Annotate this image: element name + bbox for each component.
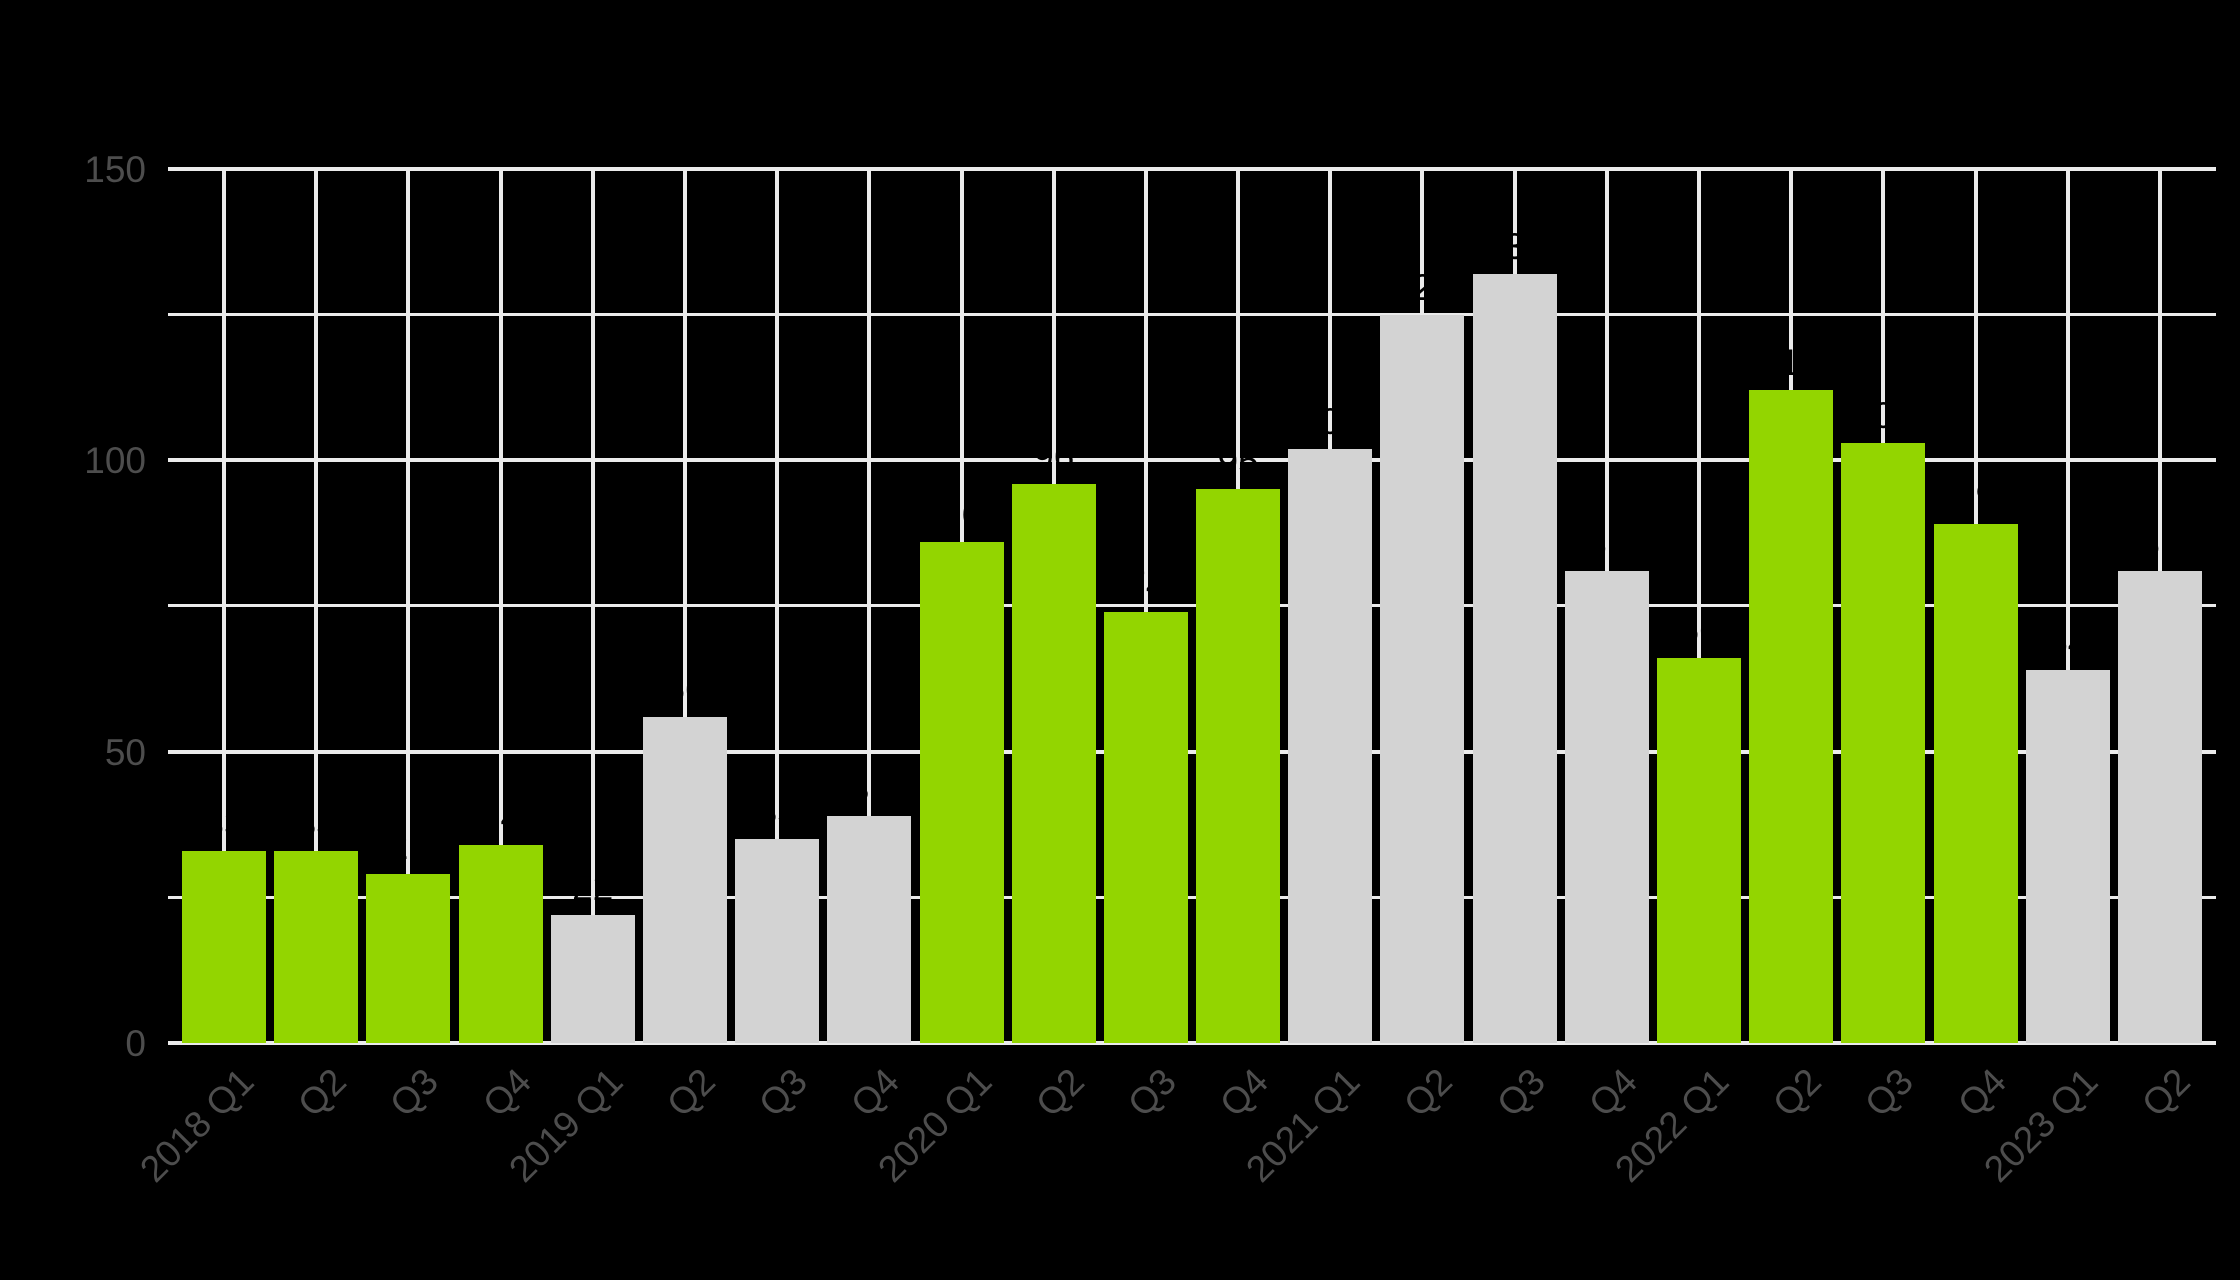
major-gridline xyxy=(168,166,2216,171)
vertical-gridline xyxy=(498,168,503,1043)
bar-q3[interactable] xyxy=(1472,273,1557,1043)
bar-q2[interactable] xyxy=(1380,314,1465,1043)
x-tick-label: Q2 xyxy=(658,1060,723,1125)
data-label: 112 xyxy=(1761,342,1821,384)
x-tick-label: Q4 xyxy=(1580,1060,1645,1125)
data-label: 81 xyxy=(2139,523,2181,564)
x-tick-label: Q3 xyxy=(1857,1060,1922,1125)
x-tick-label: 2018 Q1 xyxy=(132,1060,262,1190)
bar-q4[interactable] xyxy=(1933,524,2018,1043)
bar-2022-q1[interactable] xyxy=(1657,658,1742,1043)
bar-2023-q1[interactable] xyxy=(2025,670,2110,1043)
major-gridline xyxy=(168,458,2216,463)
minor-gridline xyxy=(168,604,2216,608)
x-tick-label: Q3 xyxy=(1119,1060,1184,1125)
bar-2018-q1[interactable] xyxy=(182,850,266,1043)
x-tick-label: Q2 xyxy=(2134,1060,2198,1125)
data-label: 74 xyxy=(1125,563,1167,605)
vertical-gridline xyxy=(222,168,226,1043)
data-label: 22 xyxy=(572,866,614,908)
data-label: 66 xyxy=(1678,610,1720,652)
x-tick-label: Q2 xyxy=(1027,1060,1092,1125)
x-tick-label: Q3 xyxy=(382,1060,447,1125)
x-tick-label: Q2 xyxy=(1765,1060,1830,1125)
data-label: 125 xyxy=(1391,266,1454,308)
bar-2021-q1[interactable] xyxy=(1288,448,1373,1043)
bar-q2[interactable] xyxy=(1011,483,1096,1043)
x-tick-label: Q2 xyxy=(1396,1060,1461,1125)
y-tick-label: 100 xyxy=(84,440,146,482)
x-tick-label: Q4 xyxy=(1949,1060,2014,1125)
bar-q3[interactable] xyxy=(1103,611,1188,1043)
data-label: 102 xyxy=(1299,400,1362,442)
data-label: 33 xyxy=(203,802,245,844)
data-label: 132 xyxy=(1483,225,1546,267)
vertical-gridline xyxy=(314,168,319,1043)
bar-q2[interactable] xyxy=(1749,390,1834,1043)
data-label: 86 xyxy=(940,493,983,535)
bar-q3[interactable] xyxy=(735,839,820,1043)
bar-q4[interactable] xyxy=(827,815,912,1043)
bar-2019-q1[interactable] xyxy=(550,914,635,1043)
x-tick-label: Q3 xyxy=(751,1060,816,1125)
x-tick-label: Q2 xyxy=(290,1060,355,1125)
bar-2020-q1[interactable] xyxy=(919,541,1004,1043)
bar-q3[interactable] xyxy=(1841,442,1926,1043)
data-label: 56 xyxy=(664,668,706,710)
x-tick-label: Q4 xyxy=(843,1060,908,1125)
bar-q4[interactable] xyxy=(458,844,543,1043)
minor-gridline xyxy=(168,313,2216,317)
y-tick-label: 0 xyxy=(125,1023,146,1064)
data-label: 29 xyxy=(387,826,429,868)
major-gridline xyxy=(168,749,2216,754)
y-tick-label: 150 xyxy=(84,148,146,190)
data-label: 81 xyxy=(1586,523,1628,564)
vertical-gridline xyxy=(590,168,595,1043)
vertical-gridline xyxy=(2065,168,2070,1043)
bar-q4[interactable] xyxy=(1196,489,1281,1043)
bar-q2[interactable] xyxy=(274,850,359,1043)
minor-gridline xyxy=(168,895,2216,899)
vertical-gridline xyxy=(406,168,411,1043)
x-tick-label: Q4 xyxy=(1212,1060,1277,1125)
vertical-gridline xyxy=(775,168,780,1043)
data-label: 96 xyxy=(1033,435,1075,477)
major-gridline xyxy=(168,1041,2216,1045)
data-label: 34 xyxy=(479,796,522,838)
data-label: 103 xyxy=(1852,394,1915,436)
x-tick-label: Q3 xyxy=(1488,1060,1553,1125)
data-label: 39 xyxy=(848,767,890,809)
bar-q2[interactable] xyxy=(642,716,727,1043)
data-label: 35 xyxy=(756,791,798,833)
bar-q4[interactable] xyxy=(1564,571,1649,1043)
bar-q2[interactable] xyxy=(2118,571,2202,1043)
vertical-gridline xyxy=(1143,168,1148,1043)
bar-q3[interactable] xyxy=(366,874,451,1043)
x-tick-label: Q4 xyxy=(474,1060,539,1125)
vertical-gridline xyxy=(682,168,687,1043)
vertical-gridline xyxy=(1697,168,1702,1043)
y-tick-label: 50 xyxy=(104,731,146,773)
data-label: 64 xyxy=(2047,622,2089,664)
data-label: 33 xyxy=(295,802,337,844)
vertical-gridline xyxy=(867,168,872,1043)
data-label: 89 xyxy=(1955,476,1997,518)
data-label: 95 xyxy=(1217,441,1259,483)
